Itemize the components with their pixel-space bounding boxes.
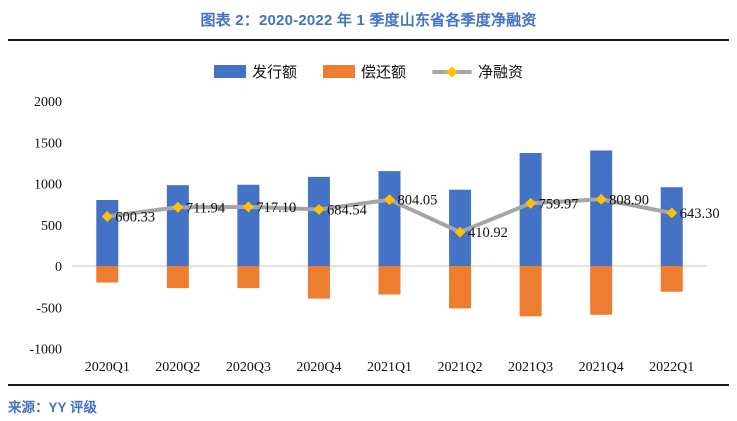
net-data-label-2021Q2: 410.92 [468,225,508,241]
x-tick-label: 2021Q3 [508,360,553,375]
bar-偿还额-2020Q4 [307,266,330,299]
x-tick-label: 2021Q4 [579,360,624,375]
x-tick-label: 2020Q2 [155,360,200,375]
x-tick-label: 2021Q1 [367,360,412,375]
net-marker-2021Q2 [454,226,466,238]
bar-发行额-2020Q2 [166,185,189,266]
legend-label-net: 净融资 [478,65,524,81]
title-divider [8,39,729,41]
net-data-label-2021Q3: 759.97 [539,196,579,212]
bar-发行额-2022Q1 [660,187,683,266]
bar-偿还额-2021Q2 [449,266,472,309]
y-tick-label: -500 [36,301,62,316]
net-data-label-2022Q1: 643.30 [680,206,720,222]
legend-label-issuance: 发行额 [251,65,297,81]
net-marker-2021Q4 [595,193,607,205]
net-marker-2022Q1 [666,207,678,219]
net-data-label-2020Q1: 600.33 [115,209,155,225]
bar-偿还额-2020Q2 [166,266,189,289]
bar-发行额-2021Q1 [378,171,401,266]
bar-偿还额-2021Q4 [590,266,613,315]
y-tick-label: 0 [55,260,62,275]
bar-发行额-2021Q4 [590,150,613,266]
net-marker-2021Q3 [525,197,537,209]
legend-item-net: 净融资 [432,61,523,82]
net-marker-2021Q1 [384,194,395,206]
x-tick-label: 2020Q1 [85,360,130,375]
net-data-label-2021Q4: 808.90 [609,192,649,208]
bar-偿还额-2022Q1 [660,266,683,292]
bar-偿还额-2021Q1 [378,266,401,295]
net-data-label-2020Q3: 717.10 [256,200,296,216]
net-marker-2020Q3 [242,201,254,213]
net-data-label-2020Q2: 711.94 [186,200,226,216]
x-tick-label: 2020Q4 [296,360,341,375]
y-tick-label: -1000 [29,343,62,358]
net-marker-2020Q4 [313,204,325,216]
x-tick-label: 2021Q2 [437,360,482,375]
y-tick-label: 2000 [34,95,62,110]
legend-item-repayment: 偿还额 [322,61,406,82]
bar-偿还额-2020Q3 [237,266,260,289]
legend: 发行额 偿还额 净融资 [0,61,737,82]
x-tick-label: 2022Q1 [649,360,694,375]
repayment-swatch-icon [322,65,355,78]
y-tick-label: 1500 [34,136,62,151]
bar-发行额-2021Q3 [519,152,542,266]
legend-label-repayment: 偿还额 [360,65,406,81]
net-data-label-2020Q4: 684.54 [327,203,368,219]
source-note: 来源：YY 评级 [8,400,98,415]
net-data-label-2021Q1: 804.05 [398,193,438,209]
bar-发行额-2020Q3 [237,184,260,266]
x-tick-label: 2020Q3 [226,360,271,375]
bar-发行额-2020Q4 [307,176,330,266]
net-marker-2020Q1 [101,210,113,222]
y-tick-label: 1000 [34,178,62,193]
bar-偿还额-2020Q1 [96,266,119,283]
y-tick-label: 500 [41,219,62,234]
legend-item-issuance: 发行额 [213,61,297,82]
bar-偿还额-2021Q3 [519,266,542,317]
issuance-swatch-icon [213,65,246,78]
net-line-marker-icon [432,65,472,78]
chart-title: 图表 2：2020-2022 年 1 季度山东省各季度净融资 [200,12,537,29]
chart-bottom-divider [8,384,729,386]
net-marker-2020Q2 [172,201,184,213]
